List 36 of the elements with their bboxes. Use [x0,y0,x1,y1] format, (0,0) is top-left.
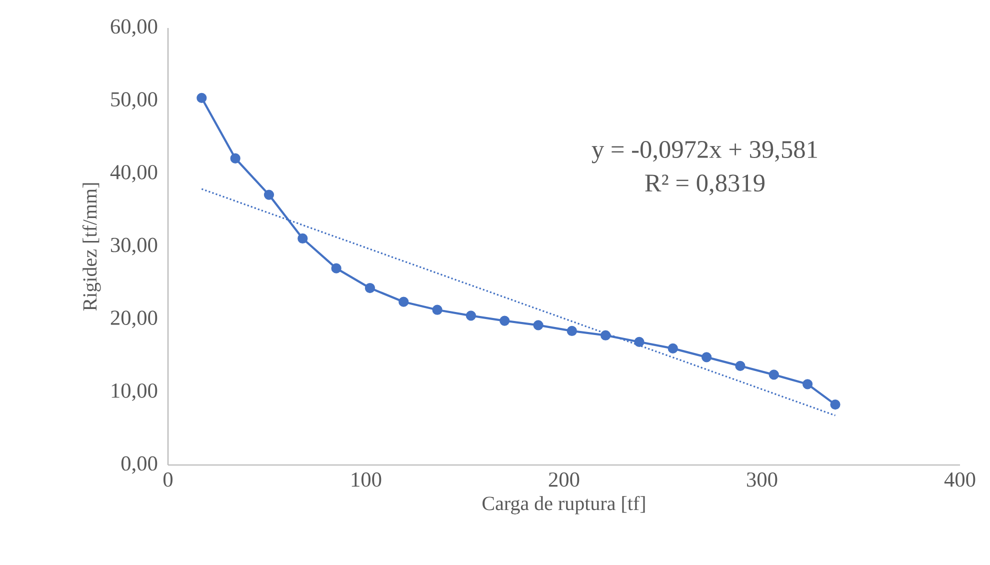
y-axis-title: Rigidez [tf/mm] [82,183,101,311]
point [830,399,840,410]
point [802,379,813,390]
y-tick-label: 30,00 [110,238,158,256]
x-axis-title: Carga de ruptura [tf] [482,496,645,514]
point [230,153,240,164]
point [432,304,442,315]
point [634,336,644,347]
point [466,310,476,321]
point [701,352,712,362]
point [364,282,376,294]
annotation: y = -0,0972x + 39,581 [592,140,817,164]
point [768,370,779,380]
point [331,263,342,274]
point [398,296,409,307]
point [196,92,207,103]
y-tick-label: 20,00 [110,310,158,328]
x-tick-label: 200 [548,472,580,487]
point [500,316,510,326]
point [668,343,678,354]
point [264,190,274,200]
y-tick-label: 40,00 [110,164,158,182]
point [735,360,746,372]
point [566,326,577,336]
y-tick-label: 50,00 [111,92,158,110]
y-tick-label: 10,00 [112,383,158,401]
y-tick-label: 60,00 [110,19,158,37]
point [533,320,544,330]
y-tick-label: 0,00 [121,456,158,474]
x-tick-label: 100 [352,472,382,487]
point [600,330,611,340]
x-tick-label: 400 [944,472,976,487]
x-tick-label: 0 [163,472,173,487]
x-tick-label: 300 [747,472,778,487]
point [298,233,308,244]
annotation: R² = 0,8319 [645,174,764,196]
